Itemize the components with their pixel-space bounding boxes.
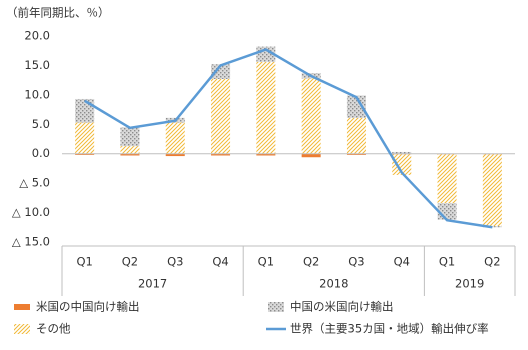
line-series — [84, 48, 493, 229]
bar — [75, 98, 95, 123]
bar — [256, 61, 276, 154]
x-tick-label: Q4 — [212, 255, 228, 269]
legend-label: 米国の中国向け輸出 — [36, 300, 140, 314]
bar — [437, 203, 457, 220]
bar — [120, 127, 140, 147]
y-tick-label: △ 10.0 — [12, 205, 50, 219]
y-tick-label: 20.0 — [24, 29, 50, 43]
x-tick-label: Q4 — [394, 255, 410, 269]
bar — [256, 153, 276, 156]
group-label: 2017 — [138, 277, 167, 291]
bar — [120, 153, 140, 156]
y-tick-label: 10.0 — [24, 87, 50, 101]
x-tick-label: Q1 — [76, 255, 92, 269]
bar — [482, 154, 502, 227]
bar — [211, 78, 231, 154]
x-tick-label: Q3 — [167, 255, 183, 269]
bar — [120, 146, 140, 154]
x-tick-label: Q2 — [122, 255, 138, 269]
legend-swatch — [268, 302, 284, 312]
bar — [211, 153, 231, 156]
bar — [165, 122, 185, 154]
bar — [75, 122, 95, 154]
y-tick-label: △ 15.0 — [12, 235, 50, 249]
bar — [301, 153, 321, 158]
legend-swatch — [14, 324, 30, 334]
x-tick-label: Q1 — [439, 255, 455, 269]
y-tick-label: 5.0 — [32, 117, 50, 131]
legend-label: その他 — [36, 322, 71, 336]
legend-label: 世界（主要35カ国・地域）輸出伸び率 — [290, 322, 489, 336]
x-tick-label: Q3 — [348, 255, 364, 269]
bar — [211, 64, 231, 79]
y-tick-label: 15.0 — [24, 58, 50, 72]
bar — [392, 151, 412, 154]
bar — [165, 153, 185, 157]
group-label: 2019 — [455, 277, 484, 291]
y-tick-label: △ 5.0 — [19, 176, 50, 190]
x-tick-label: Q1 — [258, 255, 274, 269]
bar — [75, 153, 95, 155]
bar — [437, 154, 457, 204]
bar — [346, 117, 366, 154]
y-tick-label: 0.0 — [32, 146, 50, 160]
bar — [392, 154, 412, 175]
group-label: 2018 — [319, 277, 348, 291]
legend-swatch — [14, 304, 30, 310]
chart-title: （前年同期比、％） — [6, 6, 110, 20]
x-tick-label: Q2 — [484, 255, 500, 269]
bar — [346, 95, 366, 118]
bar — [301, 78, 321, 154]
legend-label: 中国の米国向け輸出 — [290, 300, 394, 314]
x-tick-label: Q2 — [303, 255, 319, 269]
bar — [346, 153, 366, 155]
